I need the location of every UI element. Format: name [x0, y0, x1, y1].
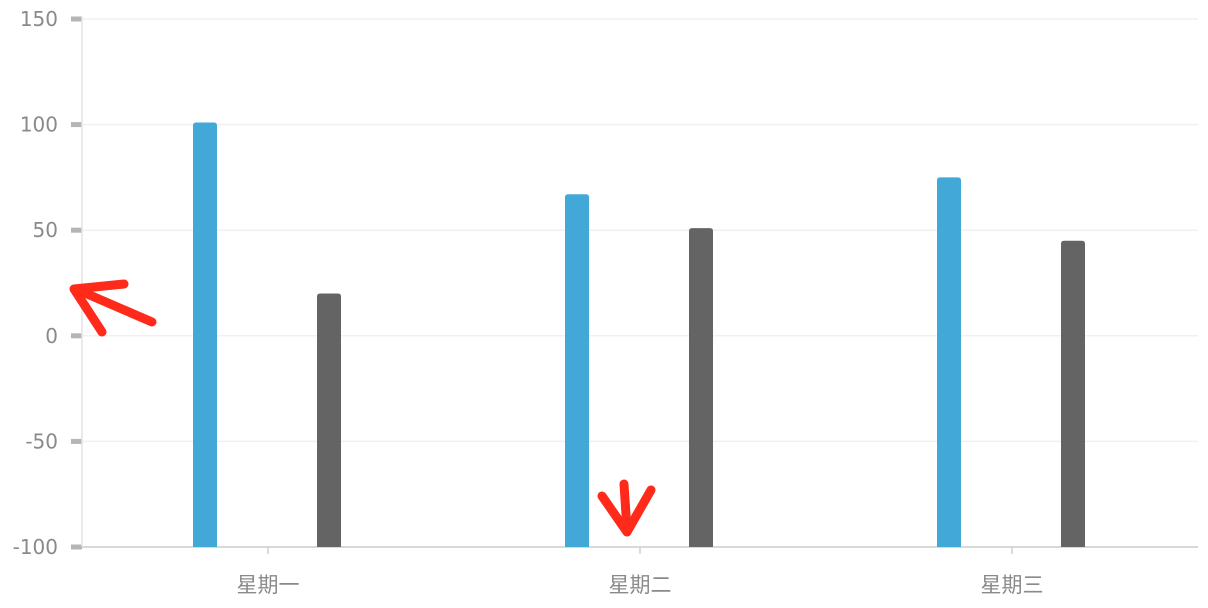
bar-星期二-series-2	[689, 228, 713, 547]
y-tick-label: -50	[25, 429, 58, 453]
y-tick-mark	[71, 122, 82, 128]
y-tick-mark	[71, 227, 82, 233]
bar-星期一-series-2	[317, 293, 341, 547]
y-tick-label: 0	[45, 324, 58, 348]
y-tick-mark	[71, 16, 82, 22]
annotation-arrow-left	[69, 279, 157, 337]
y-tick-mark	[71, 438, 82, 444]
x-tick-label: 星期二	[609, 573, 672, 597]
annotation-arrow-down	[597, 479, 656, 537]
y-tick-mark	[71, 544, 82, 550]
y-tick-label: 100	[20, 113, 58, 137]
x-tick-label: 星期一	[237, 573, 300, 597]
bar-星期二-series-1	[565, 194, 589, 547]
arrow-shaft	[619, 479, 632, 535]
arrow-shaft	[73, 285, 157, 327]
y-tick-label: -100	[13, 535, 58, 559]
bar-星期一-series-1	[193, 122, 217, 547]
y-tick-mark	[71, 333, 82, 339]
bar-星期三-series-2	[1061, 240, 1085, 547]
arrow-head	[69, 279, 129, 337]
x-tick-label: 星期三	[981, 573, 1044, 597]
y-tick-label: 150	[20, 7, 58, 31]
y-tick-label: 50	[33, 218, 58, 242]
bar-星期三-series-1	[937, 177, 961, 547]
